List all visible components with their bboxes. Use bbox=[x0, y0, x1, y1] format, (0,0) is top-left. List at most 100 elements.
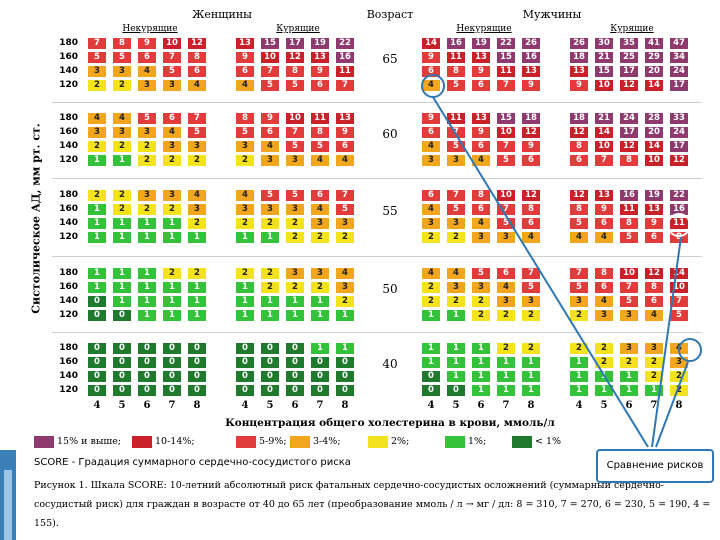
risk-cell: 1 bbox=[138, 310, 156, 321]
risk-cell: 15 bbox=[497, 113, 515, 124]
risk-cell: 3 bbox=[522, 296, 540, 307]
risk-cell: 13 bbox=[311, 52, 329, 63]
risk-cell: 30 bbox=[595, 38, 613, 49]
risk-cell: 6 bbox=[472, 80, 490, 91]
risk-cell: 0 bbox=[236, 357, 254, 368]
bp-label: 160 bbox=[59, 357, 78, 367]
risk-cell: 1 bbox=[472, 343, 490, 354]
risk-cell: 1 bbox=[163, 296, 181, 307]
risk-cell: 7 bbox=[620, 282, 638, 293]
risk-cell: 1 bbox=[286, 310, 304, 321]
risk-cell: 24 bbox=[620, 113, 638, 124]
risk-cell: 4 bbox=[311, 204, 329, 215]
risk-cell: 5 bbox=[497, 155, 515, 166]
risk-cell: 1 bbox=[447, 371, 465, 382]
risk-cell: 8 bbox=[595, 268, 613, 279]
risk-cell: 2 bbox=[188, 218, 206, 229]
legend-swatch bbox=[132, 436, 152, 448]
risk-cell: 14 bbox=[670, 268, 688, 279]
risk-cell: 10 bbox=[645, 155, 663, 166]
risk-cell: 5 bbox=[311, 141, 329, 152]
risk-cell: 17 bbox=[286, 38, 304, 49]
risk-cell: 1 bbox=[311, 310, 329, 321]
legend-swatch bbox=[445, 436, 465, 448]
risk-cell: 6 bbox=[138, 52, 156, 63]
bp-label: 140 bbox=[59, 66, 78, 76]
risk-cell: 19 bbox=[472, 38, 490, 49]
risk-cell: 1 bbox=[595, 385, 613, 396]
risk-cell: 9 bbox=[522, 80, 540, 91]
age-label: 65 bbox=[382, 52, 398, 66]
risk-cell: 1 bbox=[188, 310, 206, 321]
risk-cell: 9 bbox=[236, 52, 254, 63]
risk-cell: 17 bbox=[670, 141, 688, 152]
risk-cell: 7 bbox=[570, 268, 588, 279]
risk-cell: 1 bbox=[472, 371, 490, 382]
risk-cell: 2 bbox=[163, 155, 181, 166]
risk-cell: 2 bbox=[595, 343, 613, 354]
risk-cell: 6 bbox=[522, 155, 540, 166]
risk-cell: 1 bbox=[522, 357, 540, 368]
risk-cell: 0 bbox=[236, 385, 254, 396]
risk-cell: 3 bbox=[497, 232, 515, 243]
risk-cell: 3 bbox=[286, 268, 304, 279]
risk-cell: 13 bbox=[570, 66, 588, 77]
risk-cell: 8 bbox=[113, 38, 131, 49]
risk-cell: 4 bbox=[236, 190, 254, 201]
risk-cell: 0 bbox=[188, 343, 206, 354]
arrow-line bbox=[651, 236, 682, 448]
risk-cell: 1 bbox=[236, 282, 254, 293]
risk-cell: 4 bbox=[422, 204, 440, 215]
risk-cell: 1 bbox=[570, 357, 588, 368]
risk-cell: 7 bbox=[522, 268, 540, 279]
risk-cell: 1 bbox=[422, 310, 440, 321]
age-label: 60 bbox=[382, 127, 398, 141]
bp-label: 140 bbox=[59, 371, 78, 381]
risk-cell: 0 bbox=[113, 385, 131, 396]
risk-cell: 10 bbox=[286, 113, 304, 124]
risk-cell: 6 bbox=[645, 296, 663, 307]
risk-cell: 3 bbox=[88, 127, 106, 138]
risk-cell: 10 bbox=[620, 268, 638, 279]
risk-cell: 2 bbox=[311, 232, 329, 243]
x-tick-label: 8 bbox=[193, 400, 201, 411]
legend-swatch bbox=[236, 436, 256, 448]
header-women: Женщины bbox=[192, 8, 252, 21]
legend-label: 3-4%; bbox=[313, 436, 341, 447]
risk-cell: 1 bbox=[88, 268, 106, 279]
risk-cell: 2 bbox=[138, 204, 156, 215]
risk-cell: 2 bbox=[286, 232, 304, 243]
risk-cell: 12 bbox=[522, 127, 540, 138]
risk-cell: 1 bbox=[422, 343, 440, 354]
risk-cell: 5 bbox=[620, 296, 638, 307]
risk-cell: 3 bbox=[138, 190, 156, 201]
risk-cell: 8 bbox=[188, 52, 206, 63]
risk-cell: 1 bbox=[138, 268, 156, 279]
risk-cell: 0 bbox=[113, 371, 131, 382]
risk-cell: 3 bbox=[620, 310, 638, 321]
risk-cell: 1 bbox=[311, 296, 329, 307]
risk-cell: 6 bbox=[570, 155, 588, 166]
score-caption: SCORE - Градация суммарного сердечно-сос… bbox=[34, 457, 351, 468]
risk-cell: 7 bbox=[336, 80, 354, 91]
risk-cell: 11 bbox=[670, 218, 688, 229]
bp-label: 180 bbox=[59, 113, 78, 123]
risk-cell: 1 bbox=[113, 296, 131, 307]
risk-cell: 2 bbox=[422, 296, 440, 307]
x-tick-label: 7 bbox=[316, 400, 324, 411]
x-tick-label: 6 bbox=[143, 400, 151, 411]
risk-cell: 5 bbox=[336, 204, 354, 215]
risk-cell: 12 bbox=[286, 52, 304, 63]
risk-cell: 11 bbox=[311, 113, 329, 124]
risk-cell: 2 bbox=[497, 310, 515, 321]
risk-cell: 2 bbox=[261, 218, 279, 229]
risk-cell: 2 bbox=[113, 141, 131, 152]
risk-cell: 16 bbox=[336, 52, 354, 63]
risk-cell: 1 bbox=[188, 282, 206, 293]
risk-cell: 2 bbox=[138, 141, 156, 152]
risk-cell: 2 bbox=[163, 268, 181, 279]
risk-cell: 0 bbox=[336, 385, 354, 396]
risk-cell: 18 bbox=[522, 113, 540, 124]
risk-cell: 1 bbox=[163, 310, 181, 321]
